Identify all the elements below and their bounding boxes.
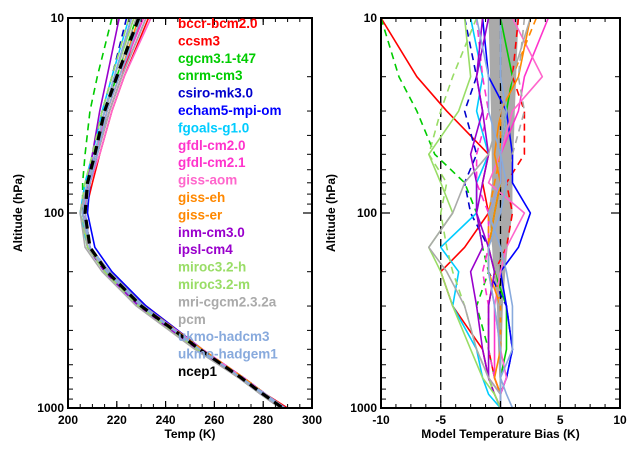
legend-entry-fgoals-g1.0: fgoals-g1.0	[178, 120, 249, 135]
series-line-pcm	[427, 18, 532, 408]
legend-entry-inm-cm3.0: inm-cm3.0	[178, 225, 245, 240]
legend-entry-ukmo-hadgem1: ukmo-hadgem1	[178, 347, 278, 362]
left-series-lines	[79, 18, 289, 408]
y-tick-label: 100	[357, 206, 377, 220]
legend-entry-ukmo-hadcm3: ukmo-hadcm3	[178, 329, 270, 344]
series-line-ukmo-hadgem1	[475, 18, 514, 408]
y-tick-label: 1000	[37, 401, 64, 415]
x-tick-label: -10	[372, 413, 390, 427]
legend-entry-cgcm3.1-t47: cgcm3.1-t47	[178, 51, 256, 66]
x-tick-label: 280	[253, 413, 273, 427]
x-tick-label: 0	[497, 413, 504, 427]
legend-entry-miroc3.2-h: miroc3.2-h	[178, 260, 246, 275]
left-panel: 200 220 240 260 280 300 10 100 1000 bccr-bcm2.0 c…	[11, 11, 322, 441]
legend-entry-csiro-mk3.0: csiro-mk3.0	[178, 86, 253, 101]
left-x-axis-label: Temp (K)	[164, 427, 215, 441]
left-ticks: 200 220 240 260 280 300 10 100 1000	[37, 11, 322, 427]
y-tick-label: 10	[364, 11, 378, 25]
legend-entry-echam5-mpi-om: echam5-mpi-om	[178, 103, 282, 118]
y-tick-label: 10	[51, 11, 65, 25]
legend-entry-mri-cgcm2.3.2a: mri-cgcm2.3.2a	[178, 294, 277, 309]
legend-entry-bccr-bcm2.0: bccr-bcm2.0	[178, 16, 258, 31]
right-series-lines	[381, 18, 550, 408]
series-line-miroc3.2-m	[427, 18, 502, 408]
legend-entry-giss-er: giss-er	[178, 207, 223, 222]
legend-entry-giss-eh: giss-eh	[178, 190, 225, 205]
right-x-axis-label: Model Temperature Bias (K)	[421, 427, 579, 441]
x-tick-label: 220	[107, 413, 127, 427]
legend-entry-giss-aom: giss-aom	[178, 173, 237, 188]
y-tick-label: 100	[44, 206, 64, 220]
legend-entry-ccsm3: ccsm3	[178, 33, 221, 48]
legend-entry-gfdl-cm2.0: gfdl-cm2.0	[178, 138, 246, 153]
x-tick-label: 260	[204, 413, 224, 427]
series-line-mri-cgcm2.3.2a	[493, 18, 526, 408]
right-y-axis-label: Altitude (hPa)	[324, 174, 338, 252]
legend-entry-ipsl-cm4: ipsl-cm4	[178, 242, 233, 257]
legend-entry-miroc3.2-m: miroc3.2-m	[178, 277, 250, 292]
legend-entry-cnrm-cm3: cnrm-cm3	[178, 68, 243, 83]
x-tick-label: 200	[58, 413, 78, 427]
right-ticks: -10 -5 0 5 10 10 100 1000	[350, 11, 627, 427]
y-tick-label: 1000	[350, 401, 377, 415]
legend-entry-ncep1: ncep1	[178, 364, 218, 379]
left-y-axis-label: Altitude (hPa)	[11, 174, 25, 252]
x-tick-label: 5	[557, 413, 564, 427]
x-tick-label: 10	[613, 413, 627, 427]
x-tick-label: 240	[156, 413, 176, 427]
x-tick-label: -5	[435, 413, 446, 427]
x-tick-label: 300	[302, 413, 322, 427]
legend-entry-gfdl-cm2.1: gfdl-cm2.1	[178, 155, 246, 170]
left-legend: bccr-bcm2.0 ccsm3 cgcm3.1-t47 cnrm-cm3 csiro…	[178, 16, 282, 379]
series-line-ncep1	[83, 18, 284, 408]
legend-entry-pcm: pcm	[178, 312, 206, 327]
right-panel: -10 -5 0 5 10 10 100 1000 Model Temperature Bia…	[324, 11, 627, 441]
